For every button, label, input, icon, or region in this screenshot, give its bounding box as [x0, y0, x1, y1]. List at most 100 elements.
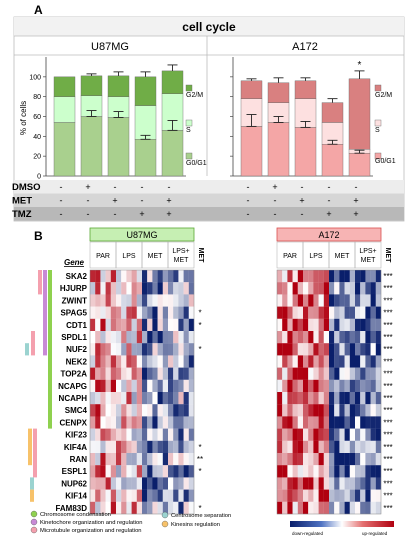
heatmap-cell — [303, 404, 309, 417]
treatment-mark: - — [328, 196, 331, 206]
heatmap-cell — [297, 428, 304, 441]
heatmap-cell — [360, 453, 366, 466]
heatmap-cell — [116, 404, 122, 417]
heatmap-cell — [105, 379, 111, 393]
heatmap-cell — [152, 477, 158, 490]
bar-segment-g2m — [294, 80, 317, 99]
heatmap-cell — [173, 440, 179, 454]
heatmap-cell — [318, 477, 324, 490]
heatmap-cell — [90, 428, 96, 441]
heatmap-cell — [365, 343, 371, 356]
heatmap-cell — [360, 355, 366, 368]
heatmap-cell — [282, 318, 288, 332]
heatmap-cell — [142, 355, 148, 368]
heatmap-cell — [178, 489, 184, 502]
heatmap-cell — [339, 270, 345, 283]
heatmap-cell — [147, 318, 153, 332]
heatmap-cell — [329, 294, 335, 307]
heatmap-cell — [287, 270, 293, 283]
heatmap-cell — [308, 404, 314, 417]
heatmap-cell — [344, 428, 350, 441]
heatmap-cell — [157, 428, 163, 441]
heatmap-cell — [303, 306, 309, 319]
heatmap-cell — [147, 355, 153, 368]
significance-mark-a172: *** — [383, 382, 392, 391]
legend-swatch — [374, 119, 382, 127]
category-bar — [43, 270, 47, 356]
colorbar — [290, 521, 394, 527]
gene-label: RAN — [70, 455, 88, 464]
heatmap-cell — [178, 318, 184, 332]
heatmap-cell — [142, 318, 148, 332]
heatmap-cell — [277, 270, 283, 283]
treatment-mark: + — [272, 182, 277, 192]
heatmap-cell — [329, 404, 335, 417]
heatmap-cell — [318, 367, 324, 380]
heatmap-cell — [126, 331, 132, 344]
heatmap-cell — [162, 306, 169, 319]
heatmap-cell — [136, 270, 143, 283]
heatmap-cell — [173, 477, 179, 490]
heatmap-cell — [355, 379, 361, 393]
heatmap-cell — [136, 355, 143, 368]
heatmap-cell — [173, 331, 179, 344]
heatmap-cell — [344, 440, 350, 454]
heatmap-cell — [323, 331, 330, 344]
heatmap-cell — [297, 465, 304, 478]
heatmap-cell — [168, 428, 174, 441]
gene-label: NUF2 — [66, 345, 87, 354]
heatmap-cell — [157, 282, 163, 295]
heatmap-cell — [318, 465, 324, 478]
heatmap-cell — [277, 318, 283, 332]
heatmap-cell — [339, 379, 345, 393]
legend-u-s: S — [186, 127, 191, 134]
heatmap-cell — [365, 282, 371, 295]
heatmap-cell — [355, 367, 361, 380]
heatmap-cell — [303, 477, 309, 490]
heatmap-cell — [334, 318, 340, 332]
heatmap-cell — [365, 270, 371, 283]
heatmap-cell — [183, 379, 189, 393]
heatmap-cell — [355, 355, 361, 368]
heatmap-cell — [173, 404, 179, 417]
heatmap-cell — [339, 343, 345, 356]
heatmap-cell — [147, 367, 153, 380]
heatmap-cell — [100, 416, 106, 429]
heatmap-cell — [323, 440, 330, 454]
heatmap-cell — [90, 270, 96, 283]
heatmap-cell — [116, 501, 122, 515]
heatmap-cell — [339, 416, 345, 429]
heatmap-cell — [110, 379, 117, 393]
heatmap-cell — [277, 355, 283, 368]
treatment-mark: + — [299, 196, 304, 206]
gene-label: KIF4A — [64, 443, 87, 452]
heatmap-cell — [355, 343, 361, 356]
heatmap-cell — [110, 489, 117, 502]
heatmap-cell — [131, 270, 137, 283]
treatment-mark: + — [139, 209, 144, 219]
heatmap-cell — [95, 343, 101, 356]
heatmap-cell — [168, 379, 174, 393]
heatmap-cell — [355, 416, 361, 429]
heatmap-cell — [121, 331, 127, 344]
heatmap-cell — [110, 318, 117, 332]
heatmap-cell — [334, 392, 340, 405]
heatmap-cell — [178, 416, 184, 429]
significance-mark-a172: *** — [383, 479, 392, 488]
heatmap-cell — [126, 367, 132, 380]
heatmap-cell — [370, 318, 376, 332]
heatmap-cell — [95, 392, 101, 405]
heatmap-cell — [183, 404, 189, 417]
heatmap-cell — [178, 477, 184, 490]
heatmap-cell — [162, 294, 169, 307]
heatmap-cell — [136, 392, 143, 405]
heatmap-cell — [147, 465, 153, 478]
heatmap-cell — [370, 440, 376, 454]
heatmap-cell — [131, 453, 137, 466]
heatmap-cell — [152, 465, 158, 478]
condition-label: PAR — [96, 253, 110, 260]
heatmap-cell — [297, 294, 304, 307]
heatmap-cell — [183, 428, 189, 441]
heatmap-cell — [277, 392, 283, 405]
heatmap-cell — [329, 477, 335, 490]
